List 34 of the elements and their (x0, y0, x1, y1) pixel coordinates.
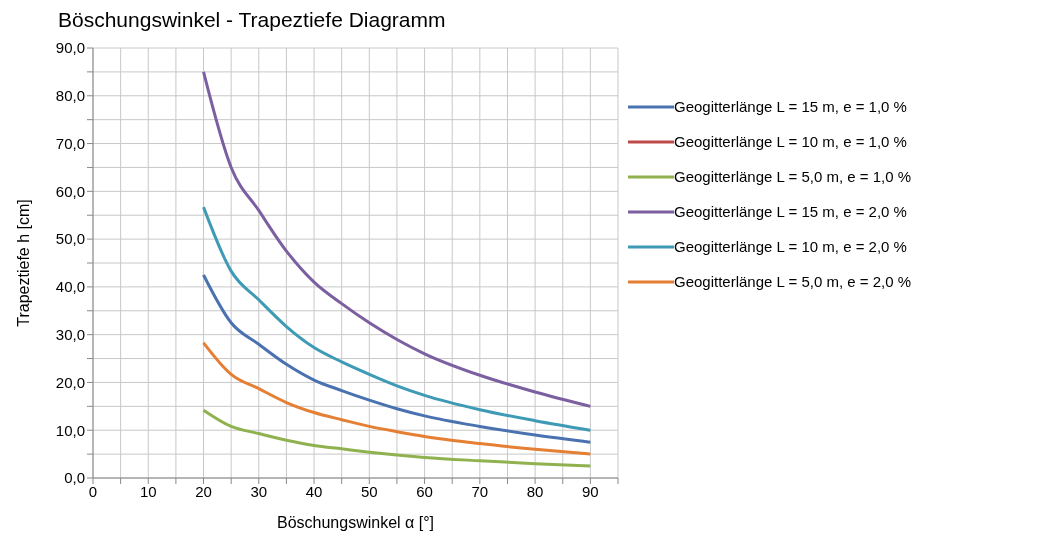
x-tick-label: 0 (88, 482, 98, 500)
x-tick-label: 50 (360, 482, 378, 500)
legend-label: Geogitterlänge L = 10 m, e = 2,0 % (674, 238, 907, 255)
y-axis-title: Trapeztiefe h [cm] (14, 199, 32, 327)
x-tick-label: 10 (139, 482, 157, 500)
y-tick-label: 0,0 (64, 469, 85, 487)
legend-label: Geogitterlänge L = 5,0 m, e = 2,0 % (674, 273, 912, 290)
legend-label: Geogitterlänge L = 15 m, e = 2,0 % (674, 203, 907, 220)
y-tick-label: 60,0 (55, 182, 85, 200)
x-tick-label: 90 (582, 482, 599, 500)
chart-title: Böschungswinkel - Trapeztiefe Diagramm (58, 8, 447, 33)
y-tick-label: 80,0 (55, 87, 85, 105)
x-tick-label: 60 (416, 482, 433, 500)
y-tick-label: 10,0 (55, 421, 85, 439)
legend-label: Geogitterlänge L = 10 m, e = 1,0 % (674, 133, 907, 150)
y-tick-label: 20,0 (55, 373, 85, 391)
line-series (202, 341, 592, 456)
line-series (202, 273, 592, 444)
line-series (202, 205, 592, 432)
x-tick-label: 30 (250, 482, 268, 500)
x-tick-label: 80 (526, 482, 544, 500)
y-tick-label: 90,0 (55, 39, 85, 57)
x-tick-label: 40 (305, 482, 323, 500)
x-tick-label: 20 (195, 482, 212, 500)
legend-label: Geogitterlänge L = 5,0 m, e = 1,0 % (674, 168, 912, 185)
y-tick-label: 50,0 (55, 230, 85, 248)
legend-label: Geogitterlänge L = 15 m, e = 1,0 % (674, 98, 907, 115)
line-series (202, 70, 592, 408)
y-tick-label: 40,0 (55, 278, 85, 296)
y-tick-label: 30,0 (55, 325, 85, 343)
x-tick-label: 70 (471, 482, 489, 500)
line-series (202, 408, 592, 468)
y-tick-label: 70,0 (55, 134, 85, 152)
x-axis-title: Böschungswinkel α [°] (276, 514, 435, 531)
